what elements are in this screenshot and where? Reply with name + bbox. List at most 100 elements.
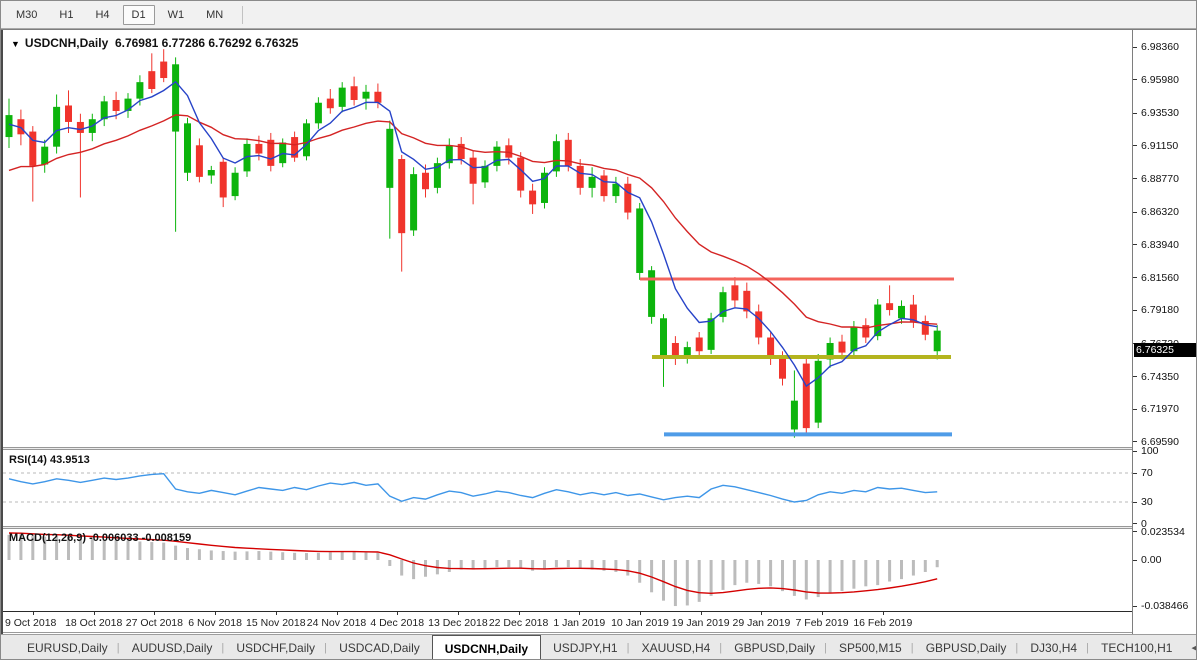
axis-label: 6.91150 xyxy=(1141,139,1179,152)
axis-label: 6.98360 xyxy=(1141,41,1179,53)
axis-tick xyxy=(1133,501,1137,503)
tab-sp500-m15[interactable]: SP500,M15 xyxy=(824,635,914,659)
panel-splitter-1[interactable] xyxy=(3,447,1132,450)
axis-tick xyxy=(1133,523,1137,525)
tab-dj30-h4[interactable]: DJ30,H4 xyxy=(1015,635,1089,659)
date-tick xyxy=(761,612,763,615)
axis-label: -0.038466 xyxy=(1141,600,1189,612)
axis-label: 6.79180 xyxy=(1141,304,1179,317)
macd-panel[interactable]: MACD(12,26,9) -0.006033 -0.008159 xyxy=(3,529,1132,612)
axis-label: 6.81560 xyxy=(1141,271,1179,284)
symbol-label: USDCNH,Daily xyxy=(24,36,109,50)
date-label: 4 Dec 2018 xyxy=(370,617,425,629)
tab-eurusd-daily[interactable]: EURUSD,Daily xyxy=(27,641,108,655)
date-label: 24 Nov 2018 xyxy=(306,617,367,629)
date-label: 13 Dec 2018 xyxy=(428,617,488,629)
date-tick xyxy=(33,612,34,615)
collapse-triangle-icon[interactable]: ▼ xyxy=(11,39,20,49)
axis-tick xyxy=(1133,309,1137,311)
axis-tick xyxy=(1133,112,1137,114)
axis-tick xyxy=(1133,441,1137,443)
axis-label: 6.95980 xyxy=(1141,73,1179,86)
date-label: 27 Oct 2018 xyxy=(125,617,183,629)
tab-gbpusd-daily[interactable]: GBPUSD,Daily xyxy=(719,635,827,659)
timeframe-w1-button[interactable]: W1 xyxy=(159,5,194,25)
tab-xauusd-h4[interactable]: XAUUSD,H4 xyxy=(627,635,723,659)
axis-tick xyxy=(1133,211,1137,213)
date-label: 15 Nov 2018 xyxy=(246,617,306,629)
rsi-chart xyxy=(3,472,1132,503)
candlestick-chart[interactable] xyxy=(3,31,1132,447)
date-label: 18 Oct 2018 xyxy=(65,617,123,629)
axis-label: 6.86320 xyxy=(1141,206,1179,219)
axis-tick xyxy=(1133,178,1137,180)
axis-tick xyxy=(1133,376,1137,378)
chart-tab-bar: EURUSD,Daily AUDUSD,Daily USDCHF,Daily U… xyxy=(1,634,1196,659)
axis-label: 100 xyxy=(1141,445,1159,458)
current-price-tag: 6.76325 xyxy=(1134,342,1196,357)
tab-usdcnh-daily-active[interactable]: USDCNH,Daily xyxy=(431,635,542,659)
tab-usdchf-daily[interactable]: USDCHF,Daily xyxy=(221,635,327,659)
axis-label: 0.00 xyxy=(1141,554,1162,566)
axis-tick xyxy=(1133,531,1137,533)
date-label: 29 Jan 2019 xyxy=(732,617,791,629)
axis-label: 70 xyxy=(1141,467,1153,479)
price-chart-panel[interactable]: ▼ USDCNH,Daily 6.76981 6.77286 6.76292 6.… xyxy=(3,31,1132,447)
axis-tick xyxy=(1133,145,1137,147)
axis-tick xyxy=(1133,79,1137,81)
date-label: 10 Jan 2019 xyxy=(611,617,669,629)
tab-usdcad-daily[interactable]: USDCAD,Daily xyxy=(324,635,432,659)
timeframe-m30-button[interactable]: M30 xyxy=(7,5,46,25)
axis-label: 6.74350 xyxy=(1141,370,1179,383)
timeframe-toolbar: M30 H1 H4 D1 W1 MN xyxy=(1,1,1196,29)
axis-tick xyxy=(1133,605,1137,607)
axis-tick xyxy=(1133,408,1137,410)
tab-audusd-daily[interactable]: AUDUSD,Daily xyxy=(117,635,225,659)
date-tick xyxy=(93,612,95,615)
macd-label: MACD(12,26,9) -0.006033 -0.008159 xyxy=(9,532,192,544)
date-label: 9 Oct 2018 xyxy=(5,617,57,629)
tab-scroll-left-icon[interactable]: ◄ xyxy=(1184,641,1196,656)
date-axis[interactable]: 9 Oct 2018 18 Oct 2018 27 Oct 2018 6 Nov 20… xyxy=(3,612,1132,633)
tab-gbpusd-daily-2[interactable]: GBPUSD,Daily xyxy=(911,635,1019,659)
rsi-label: RSI(14) 43.9513 xyxy=(9,454,90,466)
date-label: 19 Jan 2019 xyxy=(671,617,730,629)
date-tick xyxy=(640,612,641,615)
date-tick xyxy=(336,612,338,615)
date-tick xyxy=(457,612,459,615)
axis-label: 0.023534 xyxy=(1141,525,1185,538)
panel-splitter-2[interactable] xyxy=(3,526,1132,529)
date-tick xyxy=(700,612,702,615)
axis-tick xyxy=(1133,46,1137,48)
timeframe-h1-button[interactable]: H1 xyxy=(50,5,82,25)
date-tick xyxy=(154,612,156,615)
chart-workspace: ▼ USDCNH,Daily 6.76981 6.77286 6.76292 6.… xyxy=(1,29,1196,634)
date-tick xyxy=(275,612,277,615)
timeframe-h4-button[interactable]: H4 xyxy=(86,5,118,25)
ohlc-values: 6.76981 6.77286 6.76292 6.76325 xyxy=(114,36,299,50)
axis-label: 6.71970 xyxy=(1141,403,1179,416)
axis-tick xyxy=(1133,277,1137,279)
axis-label: 6.93530 xyxy=(1141,107,1179,120)
axis-label: 6.69590 xyxy=(1141,435,1179,448)
date-label: 7 Feb 2019 xyxy=(795,617,849,629)
date-tick xyxy=(397,612,399,615)
price-axis[interactable]: 6.98360 6.95980 6.93530 6.91150 6.88770 6.863… xyxy=(1132,30,1196,634)
axis-tick xyxy=(1133,472,1137,474)
date-tick xyxy=(882,612,884,615)
tab-tech100-h1[interactable]: TECH100,H1 xyxy=(1086,635,1184,659)
tab-usdjpy-h1[interactable]: USDJPY,H1 xyxy=(538,635,629,659)
axis-label: 6.88770 xyxy=(1141,172,1179,185)
axis-label: 0 xyxy=(1141,517,1147,530)
macd-chart xyxy=(7,532,939,607)
timeframe-mn-button[interactable]: MN xyxy=(197,5,232,25)
axis-label: 6.83940 xyxy=(1141,238,1179,251)
rsi-panel[interactable]: RSI(14) 43.9513 xyxy=(3,451,1132,526)
date-label: 1 Jan 2019 xyxy=(553,617,606,629)
date-tick xyxy=(518,612,520,615)
date-tick xyxy=(215,612,217,615)
timeframe-d1-button[interactable]: D1 xyxy=(122,4,155,25)
tab-scroll-arrows: ◄ ► xyxy=(1184,635,1196,659)
chart-title: ▼ USDCNH,Daily 6.76981 6.77286 6.76292 6.… xyxy=(11,36,298,50)
